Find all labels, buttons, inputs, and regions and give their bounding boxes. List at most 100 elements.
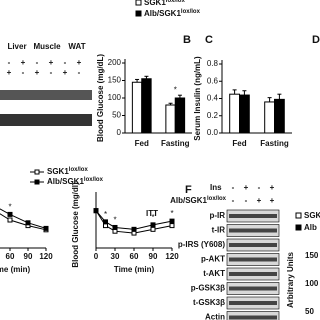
legend-marker <box>34 169 40 175</box>
bar <box>141 78 152 134</box>
bar <box>229 93 240 134</box>
gel-band <box>0 114 92 126</box>
blot-label: Ins <box>210 183 222 192</box>
blot-label: Alb/SGK1lox/lox <box>170 196 227 206</box>
blot-row-label: t-GSK3β <box>193 298 225 307</box>
annotation: * <box>151 213 154 222</box>
x-tick-label: 90 <box>149 252 158 261</box>
blot-label-base: Alb/SGK1 <box>170 196 207 205</box>
point <box>103 219 108 225</box>
bar <box>274 98 285 134</box>
bar <box>239 94 250 134</box>
bar <box>264 101 276 134</box>
point <box>7 211 13 217</box>
point <box>7 217 13 223</box>
treatment-sign: - <box>232 196 235 205</box>
legend-label-base: Alb/SGK1 <box>144 9 181 18</box>
treatment-sign: + <box>35 68 40 77</box>
y-tick-label: 50 <box>305 307 314 316</box>
treatment-sign: + <box>244 183 249 192</box>
annotation: * <box>8 203 11 212</box>
x-tick-label: 30 <box>111 252 120 261</box>
treatment-sign: - <box>245 196 248 205</box>
blot-band <box>229 286 277 291</box>
x-tick-label: Fasting <box>260 139 289 148</box>
gel-band <box>0 90 92 100</box>
blot-row-label: p-GSK3β <box>191 284 225 293</box>
blot-row-label: p-IR <box>209 211 225 220</box>
bar <box>131 81 143 134</box>
y-tick-label: 100 <box>305 279 319 288</box>
tissue-label: WAT <box>68 42 85 51</box>
blot-band <box>229 243 277 247</box>
treatment-sign: - <box>36 58 39 67</box>
annotation: * <box>170 209 173 218</box>
blot-band <box>229 257 277 262</box>
y-axis-label: Arbitrary Units <box>286 251 295 308</box>
y-tick-label: 0.6 <box>207 76 219 85</box>
blot-band <box>229 272 277 276</box>
legend-label-base: Alb/SGK1 <box>47 177 84 186</box>
y-tick-label: 200 <box>108 58 122 67</box>
blot-row-label: t-IR <box>212 226 226 235</box>
annotation: * <box>113 216 116 225</box>
treatment-sign: + <box>63 68 68 77</box>
blot-band <box>229 228 277 233</box>
point <box>93 208 99 214</box>
treatment-sign: - <box>232 183 235 192</box>
blot-band <box>229 315 277 320</box>
legend-label-base: SGK1 <box>47 167 69 176</box>
treatment-sign: + <box>270 196 275 205</box>
legend-label: SGK1lox/lox <box>144 0 185 7</box>
legend-swatch <box>135 0 142 6</box>
bar <box>174 97 186 134</box>
legend-marker <box>34 179 40 185</box>
y-tick-label: 150 <box>305 251 319 260</box>
blot-row-label: p-IRS (Y608) <box>178 240 225 249</box>
panel-label: C <box>205 34 213 46</box>
blot-label-sup: lox/lox <box>207 196 227 202</box>
legend-label-sup: lox/lox <box>84 177 104 183</box>
treatment-sign: + <box>270 183 275 192</box>
legend-swatch <box>295 212 302 219</box>
point <box>43 225 49 231</box>
panel-label: B <box>183 34 191 46</box>
x-tick-label: 90 <box>24 252 33 261</box>
x-tick-label: Fed <box>232 139 246 148</box>
treatment-sign: + <box>257 196 262 205</box>
blot-band <box>229 214 277 218</box>
blot-row-label: t-AKT <box>203 269 225 278</box>
annotation: * <box>104 210 107 219</box>
y-tick-label: 0 <box>117 128 122 137</box>
x-tick-label: 120 <box>39 252 53 261</box>
series-line <box>0 213 47 231</box>
y-axis-label: Blood Glucose (mg/dl) <box>71 182 80 268</box>
x-tick-label: 60 <box>130 252 139 261</box>
x-tick-label: 0 <box>94 252 99 261</box>
point <box>150 226 156 232</box>
tissue-label: Liver <box>7 42 26 51</box>
legend-label-sup: lox/lox <box>69 167 89 173</box>
series-line <box>0 208 47 229</box>
treatment-sign: + <box>7 68 12 77</box>
y-tick-label: 0.8 <box>207 59 219 68</box>
y-tick-label: 50 <box>112 111 121 120</box>
annotation: * <box>174 85 177 94</box>
legend-swatch <box>295 224 302 231</box>
legend-label-base: SGK1 <box>144 0 166 7</box>
point <box>112 224 118 230</box>
tissue-label: Muscle <box>33 42 61 51</box>
treatment-sign: + <box>49 58 54 67</box>
x-tick-label: Fed <box>135 139 149 148</box>
chart-title: ITT <box>146 209 158 218</box>
point <box>169 218 175 224</box>
legend-label: Alb/SGK1lox/lox <box>144 9 201 19</box>
blot-row-label: p-AKT <box>201 255 225 264</box>
point <box>150 222 156 228</box>
x-tick-label: 60 <box>6 252 15 261</box>
treatment-sign: + <box>21 58 26 67</box>
treatment-sign: - <box>64 58 67 67</box>
legend-label-sup: lox/lox <box>181 9 201 15</box>
legend-label: SGK1lox/lox <box>47 167 88 177</box>
